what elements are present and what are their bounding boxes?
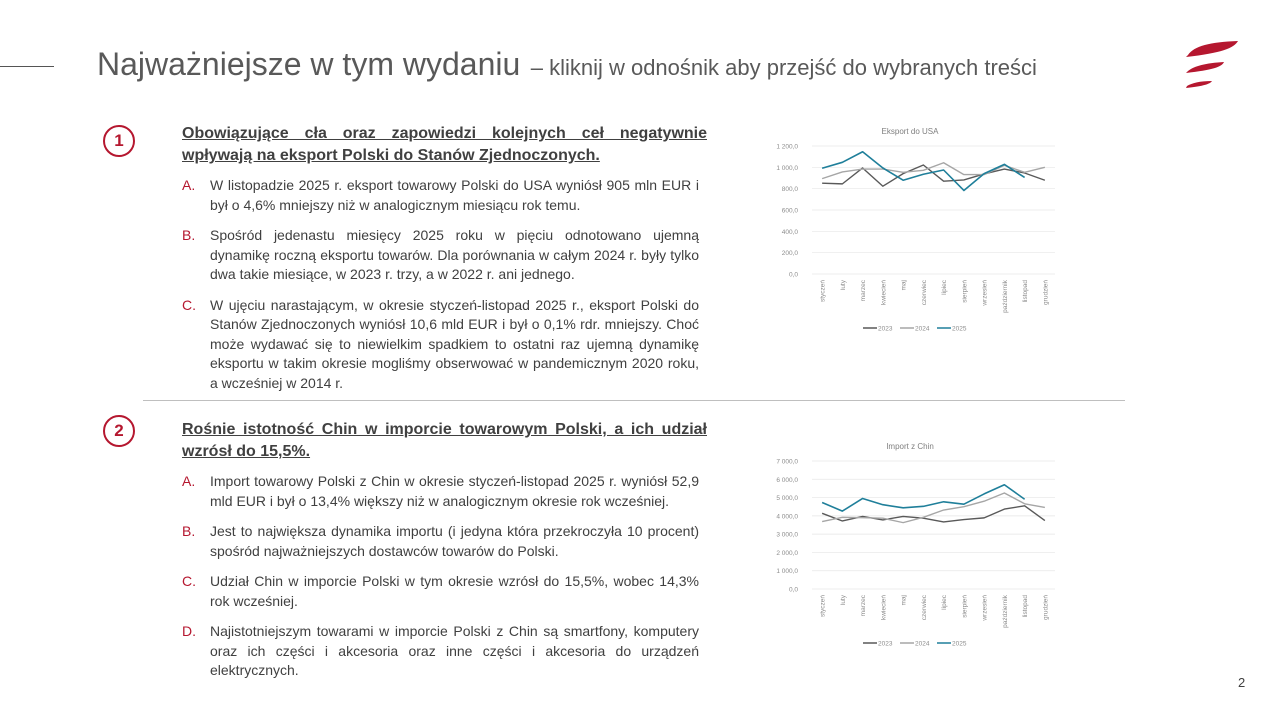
y-tick-label: 1 000,0 — [776, 568, 798, 575]
list-letter: B. — [182, 523, 196, 539]
y-tick-label: 1 000,0 — [776, 165, 798, 172]
page-number: 2 — [1238, 675, 1246, 690]
list-item: C. Udział Chin w imporcie Polski w tym ok… — [182, 572, 707, 611]
y-tick-label: 6 000,0 — [776, 477, 798, 484]
x-tick-label: czerwiec — [921, 594, 928, 620]
page-subtitle: – kliknij w odnośnik aby przejść do wybr… — [530, 55, 1037, 80]
section-2: Rośnie istotność Chin w imporcie towarow… — [182, 419, 707, 692]
y-tick-label: 5 000,0 — [776, 495, 798, 502]
x-tick-label: listopad — [1022, 595, 1029, 618]
legend-label: 2024 — [915, 326, 930, 333]
y-tick-label: 0,0 — [789, 587, 798, 594]
series-line-2025 — [821, 483, 1026, 512]
export-usa-chart: Eksport do USA 0,0 200,0 400,0 600,0 800,0 1 0… — [776, 127, 1055, 333]
y-tick-label: 600,0 — [782, 208, 799, 215]
y-tick-label: 2 000,0 — [776, 550, 798, 557]
import-china-chart: Import z Chin 0,0 1 000,0 2 000,0 3 000,0 4 0… — [776, 442, 1055, 648]
x-tick-label: marzec — [860, 279, 867, 301]
list-letter: C. — [182, 296, 196, 313]
y-tick-label: 1 200,0 — [776, 144, 798, 151]
list-letter: A. — [182, 177, 196, 193]
y-tick-label: 3 000,0 — [776, 532, 798, 539]
list-text: Najistotniejszym towarami w imporcie Pol… — [210, 623, 699, 678]
list-text: Jest to największa dynamika importu (i j… — [210, 523, 699, 559]
list-item: A. Import towarowy Polski z Chin w okresi… — [182, 472, 707, 511]
section-1-heading-link[interactable]: Obowiązujące cła oraz zapowiedzi kolejny… — [182, 125, 707, 164]
chart-title: Import z Chin — [886, 442, 934, 451]
x-tick-label: luty — [840, 279, 847, 290]
legend-label: 2025 — [952, 326, 967, 333]
x-tick-label: listopad — [1022, 280, 1029, 303]
section-2-heading-link[interactable]: Rośnie istotność Chin w imporcie towarow… — [182, 421, 707, 460]
x-tick-label: lipiec — [941, 279, 948, 295]
section-1: Obowiązujące cła oraz zapowiedzi kolejny… — [182, 123, 707, 404]
list-letter: D. — [182, 623, 196, 639]
y-tick-label: 400,0 — [782, 229, 799, 236]
x-tick-label: kwiecień — [880, 280, 887, 305]
x-tick-label: maj — [901, 595, 908, 605]
list-item: A. W listopadzie 2025 r. eksport towarowy… — [182, 176, 707, 215]
legend-label: 2025 — [952, 641, 967, 648]
list-item: C. W ujęciu narastającym, w okresie stycz… — [182, 296, 707, 394]
brand-logo — [1186, 41, 1238, 88]
list-letter: A. — [182, 473, 196, 489]
x-tick-label: lipiec — [941, 594, 948, 610]
x-tick-label: grudzień — [1042, 595, 1049, 620]
x-tick-label: kwiecień — [880, 595, 887, 620]
series-line-2025 — [821, 150, 1026, 192]
legend-label: 2023 — [878, 641, 893, 648]
x-tick-label: wrzesień — [982, 280, 989, 307]
section-divider — [143, 400, 1125, 401]
list-text: Udział Chin w imporcie Polski w tym okre… — [210, 573, 699, 609]
series-line-2023 — [822, 164, 1046, 187]
x-tick-label: styczeń — [820, 280, 827, 302]
list-text: Spośród jedenastu miesięcy 2025 roku w p… — [210, 227, 699, 282]
y-tick-label: 0,0 — [789, 272, 798, 279]
x-tick-label: grudzień — [1042, 280, 1049, 305]
x-tick-label: sierpień — [961, 280, 968, 303]
x-tick-label: sierpień — [961, 595, 968, 618]
list-letter: B. — [182, 227, 196, 243]
x-tick-label: marzec — [860, 594, 867, 616]
y-tick-label: 4 000,0 — [776, 513, 798, 520]
decorative-line — [0, 66, 54, 67]
x-tick-label: luty — [840, 594, 847, 605]
legend-label: 2023 — [878, 326, 893, 333]
x-tick-label: styczeń — [820, 595, 827, 617]
section-number-2: 2 — [103, 415, 135, 447]
page-title: Najważniejsze w tym wydaniu – kliknij w … — [97, 46, 1037, 83]
x-tick-label: październik — [1002, 279, 1009, 313]
series-line-2024 — [821, 492, 1045, 524]
x-tick-label: październik — [1002, 594, 1009, 628]
list-text: W ujęciu narastającym, w okresie styczeń… — [210, 296, 699, 391]
y-tick-label: 800,0 — [782, 186, 799, 193]
y-tick-label: 200,0 — [782, 250, 799, 257]
list-letter: C. — [182, 573, 196, 589]
list-item: B. Spośród jedenastu miesięcy 2025 roku w… — [182, 226, 707, 285]
x-tick-label: maj — [901, 280, 908, 290]
page-title-main: Najważniejsze w tym wydaniu — [97, 46, 521, 82]
x-tick-label: wrzesień — [982, 595, 989, 622]
section-number-1: 1 — [103, 125, 135, 157]
chart-title: Eksport do USA — [882, 127, 940, 136]
list-text: Import towarowy Polski z Chin w okresie … — [210, 473, 699, 509]
legend-label: 2024 — [915, 641, 930, 648]
list-item: B. Jest to największa dynamika importu (i… — [182, 522, 707, 561]
y-tick-label: 7 000,0 — [776, 459, 798, 466]
list-item: D. Najistotniejszym towarami w imporcie P… — [182, 622, 707, 681]
list-text: W listopadzie 2025 r. eksport towarowy P… — [210, 177, 699, 213]
x-tick-label: czerwiec — [921, 279, 928, 305]
